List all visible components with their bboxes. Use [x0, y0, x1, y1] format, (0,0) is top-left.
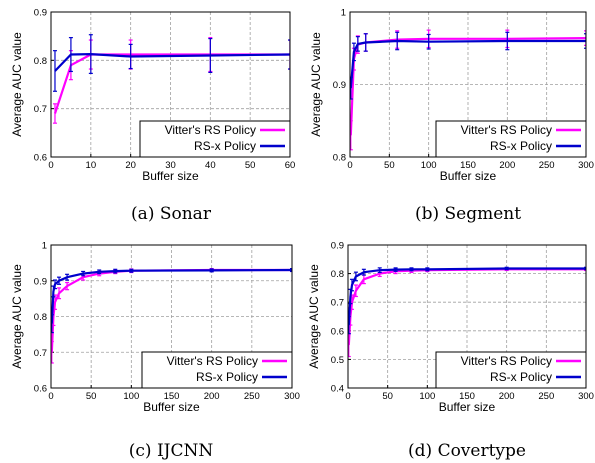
y-tick-label: 0.6	[34, 384, 47, 395]
legend-label: RS-x Policy	[490, 139, 552, 153]
x-tick-label: 300	[578, 160, 594, 171]
y-tick-label: 0.8	[333, 153, 346, 164]
legend-label: RS-x Policy	[196, 370, 258, 384]
legend: Vitter's RS Policy RS-x Policy	[435, 120, 587, 158]
x-tick-label: 100	[419, 391, 435, 402]
legend-label: Vitter's RS Policy	[461, 354, 552, 368]
legend: Vitter's RS Policy RS-x Policy	[141, 351, 293, 389]
y-axis-label: Average AUC value	[10, 32, 24, 137]
x-tick-label: 10	[86, 160, 97, 171]
chart-panel: 0.6 0.7 0.8 0.9 0 10 20 30 40 50 60 Vitter's RS Pol…	[10, 8, 295, 225]
legend-box	[435, 351, 587, 389]
legend-box	[139, 120, 291, 158]
series-line	[348, 267, 586, 326]
x-axis-label: Buffer size	[142, 169, 199, 183]
x-tick-label: 250	[539, 160, 555, 171]
chart-panel: 0.6 0.7 0.8 0.9 1 0 50 100 150 200 250 300 Vitter's …	[10, 241, 300, 462]
x-tick-label: 20	[125, 160, 136, 171]
y-tick-label: 0.6	[34, 153, 47, 164]
y-tick-label: 0.7	[34, 104, 47, 115]
x-axis-label: Buffer size	[439, 400, 496, 414]
legend-box	[141, 351, 293, 389]
subfigure-caption: (c) IJCNN	[129, 441, 214, 461]
chart-panel: 0.8 0.9 1 0 50 100 150 200 250 300 Vitter's RS Pol…	[309, 8, 594, 225]
x-tick-label: 60	[285, 160, 296, 171]
x-tick-label: 250	[244, 391, 260, 402]
y-axis-label: Average AUC value	[309, 32, 323, 137]
y-tick-label: 0.8	[34, 56, 47, 67]
series-line	[51, 268, 292, 324]
series-group	[52, 37, 290, 124]
series-group	[348, 266, 586, 335]
x-tick-label: 50	[86, 391, 97, 402]
chart-panel: 0.4 0.5 0.6 0.7 0.8 0.9 0 50 100 150 200 250 300 Vitt…	[307, 241, 594, 462]
x-tick-label: 0	[48, 160, 53, 171]
x-tick-label: 50	[384, 160, 395, 171]
x-tick-label: 150	[164, 391, 180, 402]
x-tick-label: 100	[123, 391, 139, 402]
x-tick-label: 200	[499, 391, 515, 402]
y-tick-label: 0.9	[331, 241, 344, 252]
y-tick-label: 0.5	[331, 355, 344, 366]
y-tick-label: 0.6	[331, 326, 344, 337]
legend-label: RS-x Policy	[194, 139, 256, 153]
x-tick-label: 0	[48, 391, 53, 402]
series-group	[51, 267, 292, 334]
subfigure-caption: (d) Covertype	[408, 441, 526, 461]
y-tick-label: 0.4	[331, 384, 344, 395]
legend-label: Vitter's RS Policy	[167, 354, 258, 368]
x-tick-label: 200	[499, 160, 515, 171]
x-tick-label: 50	[382, 391, 393, 402]
subfigure-caption: (b) Segment	[415, 204, 521, 224]
x-tick-label: 100	[421, 160, 437, 171]
y-tick-label: 0.9	[34, 8, 47, 19]
y-tick-label: 1	[341, 8, 346, 19]
series-group	[52, 34, 290, 92]
series-group	[51, 267, 292, 364]
legend-box	[435, 120, 587, 158]
y-axis-label: Average AUC value	[10, 264, 24, 369]
y-tick-label: 0.9	[34, 276, 47, 287]
y-tick-label: 0.7	[331, 298, 344, 309]
x-tick-label: 0	[345, 391, 350, 402]
subfigure-caption: (a) Sonar	[131, 204, 212, 224]
y-axis-label: Average AUC value	[307, 264, 321, 369]
legend-label: RS-x Policy	[490, 370, 552, 384]
x-tick-label: 200	[204, 391, 220, 402]
x-tick-label: 150	[460, 160, 476, 171]
series-line	[54, 52, 290, 72]
x-tick-label: 300	[284, 391, 300, 402]
legend-label: Vitter's RS Policy	[165, 123, 256, 137]
x-tick-label: 30	[165, 160, 176, 171]
legend: Vitter's RS Policy RS-x Policy	[435, 351, 587, 389]
legend: Vitter's RS Policy RS-x Policy	[139, 120, 291, 158]
legend-label: Vitter's RS Policy	[461, 123, 552, 137]
y-tick-label: 0.8	[34, 312, 47, 323]
y-tick-label: 1	[42, 241, 47, 252]
x-tick-label: 150	[459, 391, 475, 402]
series-line	[350, 39, 586, 89]
x-axis-label: Buffer size	[143, 400, 200, 414]
x-tick-label: 50	[245, 160, 256, 171]
x-axis-label: Buffer size	[440, 169, 497, 183]
y-tick-label: 0.9	[333, 80, 346, 91]
x-tick-label: 40	[205, 160, 216, 171]
y-tick-label: 0.8	[331, 269, 344, 280]
x-tick-label: 0	[347, 160, 352, 171]
series-group	[350, 31, 586, 100]
x-tick-label: 300	[578, 391, 594, 402]
x-tick-label: 250	[538, 391, 554, 402]
y-tick-label: 0.7	[34, 348, 47, 359]
